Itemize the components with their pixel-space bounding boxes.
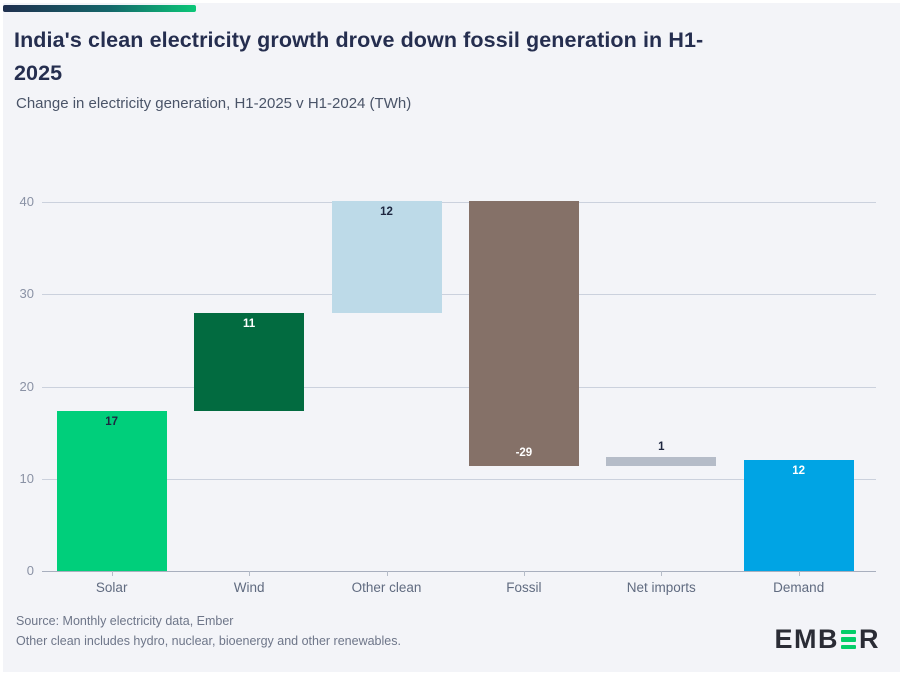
ember-logo-text-emb: EMB (774, 624, 839, 654)
x-axis-tick-solar (111, 571, 113, 576)
note-line: Other clean includes hydro, nuclear, bio… (16, 634, 401, 648)
chart-subtitle: Change in electricity generation, H1-202… (16, 95, 412, 112)
y-axis-tick-label: 10 (19, 470, 34, 486)
x-axis-tick-fossil (523, 571, 525, 576)
bar-value-label-demand: 12 (792, 464, 806, 477)
x-axis-label-net-imports: Net imports (626, 580, 696, 595)
gridline (42, 478, 876, 480)
source-line: Source: Monthly electricity data, Ember (16, 614, 234, 628)
gridline (42, 386, 876, 388)
y-axis-tick-label: 20 (19, 378, 34, 394)
bar-value-label-net-imports: 1 (658, 440, 665, 453)
y-axis-tick-label: 30 (19, 286, 34, 302)
bar-value-label-fossil: -29 (515, 446, 533, 459)
bar-fossil (468, 201, 579, 466)
bar-solar (56, 411, 167, 571)
ember-logo-text-r: R (859, 624, 880, 654)
bar-other-clean (331, 201, 442, 313)
bar-value-label-other-clean: 12 (380, 206, 393, 219)
x-axis-label-fossil: Fossil (506, 580, 542, 595)
accent-bar (3, 5, 196, 12)
x-axis-label-other-clean: Other clean (351, 580, 422, 595)
ember-logo-e-icon (841, 629, 856, 650)
x-axis-tick-net-imports (661, 571, 663, 576)
bar-value-label-wind: 11 (243, 317, 256, 330)
bar-net-imports (606, 456, 717, 466)
chart-title: India's clean electricity growth drove d… (14, 24, 886, 90)
x-axis-label-wind: Wind (233, 580, 265, 595)
bar-wind (194, 312, 305, 412)
x-axis-tick-demand (798, 571, 800, 576)
gridline (42, 202, 876, 203)
ember-logo: EMB R (775, 626, 881, 653)
x-axis-label-demand: Demand (773, 580, 825, 595)
source-note: Source: Monthly electricity data, Ember … (16, 611, 401, 651)
chart-title-line1: India's clean electricity growth drove d… (14, 28, 704, 52)
bar-value-label-solar: 17 (105, 416, 119, 429)
x-axis-tick-other-clean (386, 571, 388, 576)
gridline (42, 294, 876, 296)
bar-demand (743, 459, 854, 571)
axis-zero-line (42, 571, 876, 572)
chart-title-line2: 2025 (14, 61, 63, 85)
x-axis-label-solar: Solar (95, 580, 128, 595)
y-axis-tick-label: 40 (19, 194, 34, 209)
y-axis-tick-label: 0 (26, 563, 34, 578)
x-axis-tick-wind (249, 571, 251, 576)
